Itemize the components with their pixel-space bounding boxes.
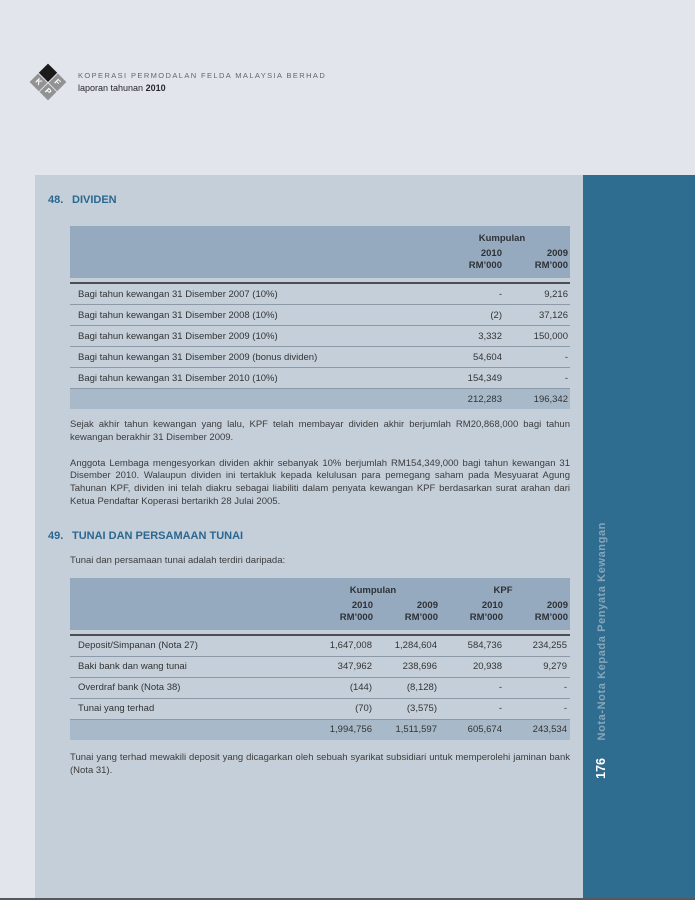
section-49-heading: 49. TUNAI DAN PERSAMAAN TUNAI — [48, 530, 583, 542]
side-tab: Nota-Nota Kepada Penyata Kewangan 176 — [583, 175, 695, 900]
page-bottom-edge — [0, 898, 695, 900]
report-title: laporan tahunan 2010 — [78, 83, 326, 93]
kpf-logo-diamond: F K P — [29, 63, 67, 101]
section-48-title: DIVIDEN — [72, 194, 117, 206]
report-year: 2010 — [145, 83, 166, 93]
table-row: Bagi tahun kewangan 31 Disember 2008 (10… — [70, 305, 570, 326]
kpf-logo: F K P — [28, 62, 68, 102]
tunai-col-1: 2010 RM’000 — [339, 599, 373, 623]
table-row: Bagi tahun kewangan 31 Disember 2009 (bo… — [70, 347, 570, 368]
company-block: KOPERASI PERMODALAN FELDA MALAYSIA BERHA… — [78, 71, 326, 93]
dividen-table: Kumpulan 2010 RM’000 2009 RM’000 Bagi ta… — [70, 226, 570, 409]
section-48-heading: 48. DIVIDEN — [48, 175, 583, 206]
tunai-group-kpf: KPF — [493, 584, 513, 596]
table-row: Bagi tahun kewangan 31 Disember 2010 (10… — [70, 368, 570, 389]
section-48-number: 48. — [48, 194, 64, 206]
dividen-group-header: Kumpulan — [478, 233, 526, 244]
table-total-row: 212,283 196,342 — [70, 389, 570, 409]
company-name: KOPERASI PERMODALAN FELDA MALAYSIA BERHA… — [78, 71, 327, 80]
section-49-title: TUNAI DAN PERSAMAAN TUNAI — [72, 529, 244, 542]
tunai-table: Kumpulan KPF 2010 RM’000 2009 RM’000 201… — [70, 577, 570, 740]
dividen-table-header: Kumpulan 2010 RM’000 2009 RM’000 — [70, 226, 570, 278]
tunai-table-header: Kumpulan KPF 2010 RM’000 2009 RM’000 201… — [70, 577, 570, 630]
side-tab-label: Nota-Nota Kepada Penyata Kewangan — [596, 521, 608, 740]
dividen-paragraph-2: Anggota Lembaga mengesyorkan dividen akh… — [70, 457, 570, 507]
tunai-group-kumpulan: Kumpulan — [349, 584, 397, 596]
document-header: F K P KOPERASI PERMODALAN FELDA MALAYSIA… — [28, 62, 326, 102]
dividen-table-body: Bagi tahun kewangan 31 Disember 2007 (10… — [70, 282, 570, 409]
tunai-table-body: Deposit/Simpanan (Nota 27) 1,647,008 1,2… — [70, 633, 570, 740]
tunai-col-4: 2009 RM’000 — [534, 599, 568, 623]
table-row: Bagi tahun kewangan 31 Disember 2009 (10… — [70, 326, 570, 347]
table-row: Bagi tahun kewangan 31 Disember 2007 (10… — [70, 284, 570, 305]
dividen-paragraph-1: Sejak akhir tahun kewangan yang lalu, KP… — [70, 419, 570, 443]
section-49-intro: Tunai dan persamaan tunai adalah terdiri… — [70, 554, 286, 566]
dividen-col-2009: 2009 RM’000 — [534, 248, 568, 271]
table-total-row: 1,994,756 1,511,597 605,674 243,534 — [70, 719, 570, 740]
table-row: Overdraf bank (Nota 38) (144) (8,128) - … — [70, 678, 570, 699]
tunai-paragraph: Tunai yang terhad mewakili deposit yang … — [70, 751, 570, 776]
table-row: Deposit/Simpanan (Nota 27) 1,647,008 1,2… — [70, 636, 570, 657]
content-panel: 48. DIVIDEN Kumpulan 2010 RM’000 2009 RM… — [35, 175, 583, 900]
tunai-col-3: 2010 RM’000 — [469, 599, 503, 623]
tunai-col-2: 2009 RM’000 — [404, 599, 438, 623]
page-number: 176 — [594, 758, 608, 779]
section-49-number: 49. — [48, 529, 64, 542]
report-label: laporan tahunan — [78, 83, 144, 93]
table-row: Baki bank dan wang tunai 347,962 238,696… — [70, 657, 570, 678]
table-row: Tunai yang terhad (70) (3,575) - - — [70, 699, 570, 720]
dividen-col-2010: 2010 RM’000 — [468, 248, 502, 271]
